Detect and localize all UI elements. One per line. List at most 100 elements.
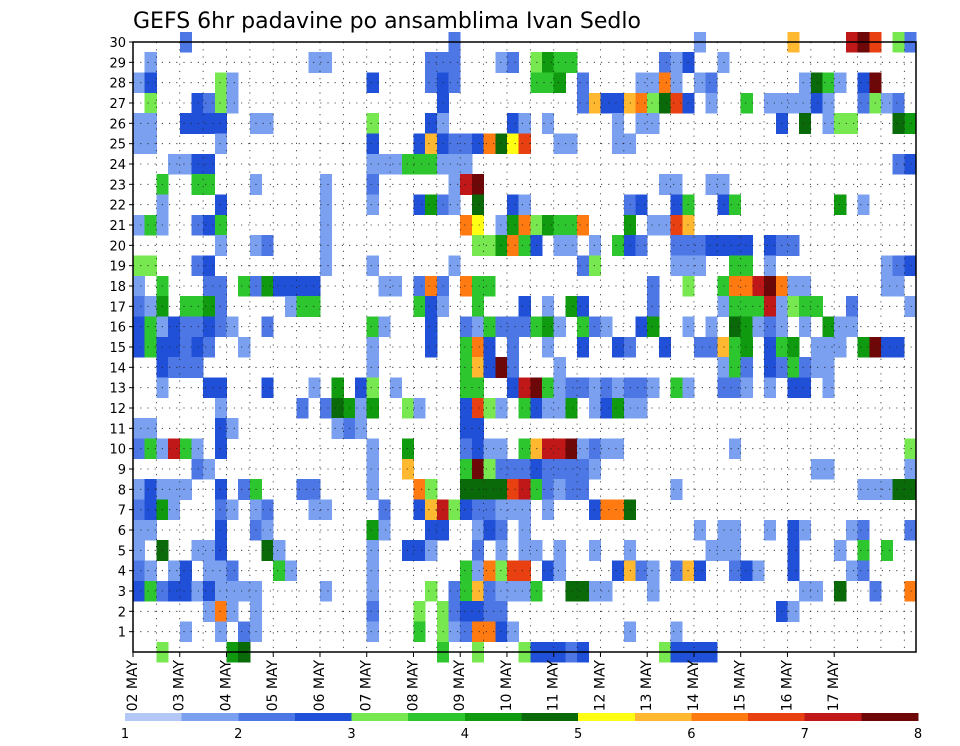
colorbar-swatch	[125, 713, 183, 721]
heatmap-cell	[565, 133, 578, 155]
heatmap-cell	[705, 336, 718, 358]
heatmap-cell	[460, 438, 473, 460]
x-tick-label: 04 MAY	[218, 660, 234, 712]
heatmap-cell	[413, 194, 426, 216]
heatmap-cell	[506, 621, 520, 643]
heatmap-cell	[717, 275, 730, 297]
heatmap-cell	[880, 255, 894, 277]
heatmap-cell	[705, 540, 718, 561]
heatmap-cell	[226, 418, 239, 439]
heatmap-cell	[214, 133, 227, 155]
heatmap-cell	[787, 540, 800, 561]
y-tick-label: 1	[118, 626, 126, 641]
heatmap-cell	[740, 255, 753, 277]
heatmap-cell	[483, 336, 496, 358]
heatmap-cell	[693, 72, 707, 94]
heatmap-cell	[425, 499, 438, 521]
heatmap-cell	[471, 357, 484, 378]
heatmap-cell	[425, 153, 438, 175]
heatmap-cell	[144, 519, 157, 541]
heatmap-cell	[191, 580, 204, 602]
heatmap-cell	[448, 153, 461, 175]
heatmap-cell	[565, 580, 578, 602]
heatmap-cell	[366, 113, 379, 134]
heatmap-cell	[857, 72, 870, 94]
y-tick-label: 5	[118, 544, 126, 559]
y-tick-label: 7	[118, 504, 126, 519]
heatmap-cell	[460, 560, 473, 582]
heatmap-cell	[810, 458, 823, 480]
heatmap-cell	[133, 255, 146, 277]
heatmap-cell	[460, 621, 473, 643]
heatmap-cell	[799, 357, 812, 378]
heatmap-cell	[261, 540, 274, 561]
heatmap-cell	[506, 194, 520, 216]
heatmap-cell	[565, 296, 578, 317]
heatmap-cell	[144, 113, 157, 134]
heatmap-cell	[799, 92, 812, 114]
heatmap-cell	[203, 316, 216, 338]
y-tick-label: 10	[109, 443, 126, 458]
heatmap-cell	[238, 580, 251, 602]
y-axis: 1234567891011121314151617181920212223242…	[109, 36, 133, 641]
heatmap-cell	[518, 438, 531, 460]
y-tick-label: 29	[109, 56, 126, 71]
heatmap-cell	[764, 316, 777, 338]
heatmap-cell	[168, 153, 181, 175]
heatmap-cell	[892, 479, 905, 500]
heatmap-cell	[460, 458, 473, 480]
heatmap-cell	[506, 499, 520, 521]
heatmap-cell	[764, 377, 777, 399]
x-tick-label: 05 MAY	[265, 660, 281, 712]
heatmap-cell	[319, 194, 333, 216]
heatmap-cell	[214, 418, 227, 439]
heatmap-cell	[553, 52, 566, 73]
x-tick-label: 15 MAY	[733, 660, 749, 712]
heatmap-cell	[471, 479, 484, 500]
colorbar-swatch	[578, 713, 636, 721]
heatmap-cell	[553, 458, 566, 480]
y-tick-label: 18	[109, 280, 126, 295]
heatmap-cell	[647, 377, 660, 399]
heatmap-cell	[670, 255, 683, 277]
heatmap-cell	[144, 499, 157, 521]
heatmap-cell	[179, 621, 192, 643]
x-tick-label: 07 MAY	[359, 660, 375, 712]
heatmap-cell	[471, 458, 484, 480]
heatmap-cell	[366, 255, 379, 277]
heatmap-cell	[787, 296, 800, 317]
heatmap-cell	[191, 255, 204, 277]
heatmap-cell	[764, 235, 777, 256]
heatmap-cell	[425, 194, 438, 216]
heatmap-cell	[425, 113, 438, 134]
heatmap-cell	[483, 397, 496, 419]
heatmap-cell	[880, 479, 894, 500]
heatmap-cell	[471, 133, 484, 155]
heatmap-cell	[752, 296, 765, 317]
heatmap-cell	[366, 174, 379, 195]
heatmap-cell	[612, 336, 625, 358]
heatmap-cell	[168, 316, 181, 338]
heatmap-cell	[168, 499, 181, 521]
heatmap-cell	[729, 255, 742, 277]
heatmap-cell	[133, 438, 146, 460]
colorbar-swatch	[804, 713, 862, 721]
heatmap-cell	[460, 174, 473, 195]
heatmap-cell	[518, 316, 531, 338]
heatmap-cell	[226, 92, 239, 114]
heatmap-cell	[542, 296, 555, 317]
heatmap-cell	[787, 377, 800, 399]
heatmap-cell	[647, 92, 660, 114]
heatmap-cell	[880, 275, 894, 297]
heatmap-cell	[460, 479, 473, 500]
heatmap-cell	[308, 377, 321, 399]
heatmap-cell	[366, 458, 379, 480]
heatmap-cell	[144, 92, 157, 114]
heatmap-cell	[226, 601, 239, 622]
heatmap-cell	[518, 296, 531, 317]
heatmap-cell	[904, 580, 917, 602]
heatmap-cell	[448, 621, 461, 643]
heatmap-cell	[717, 174, 730, 195]
heatmap-cell	[729, 275, 742, 297]
heatmap-cell	[226, 72, 239, 94]
